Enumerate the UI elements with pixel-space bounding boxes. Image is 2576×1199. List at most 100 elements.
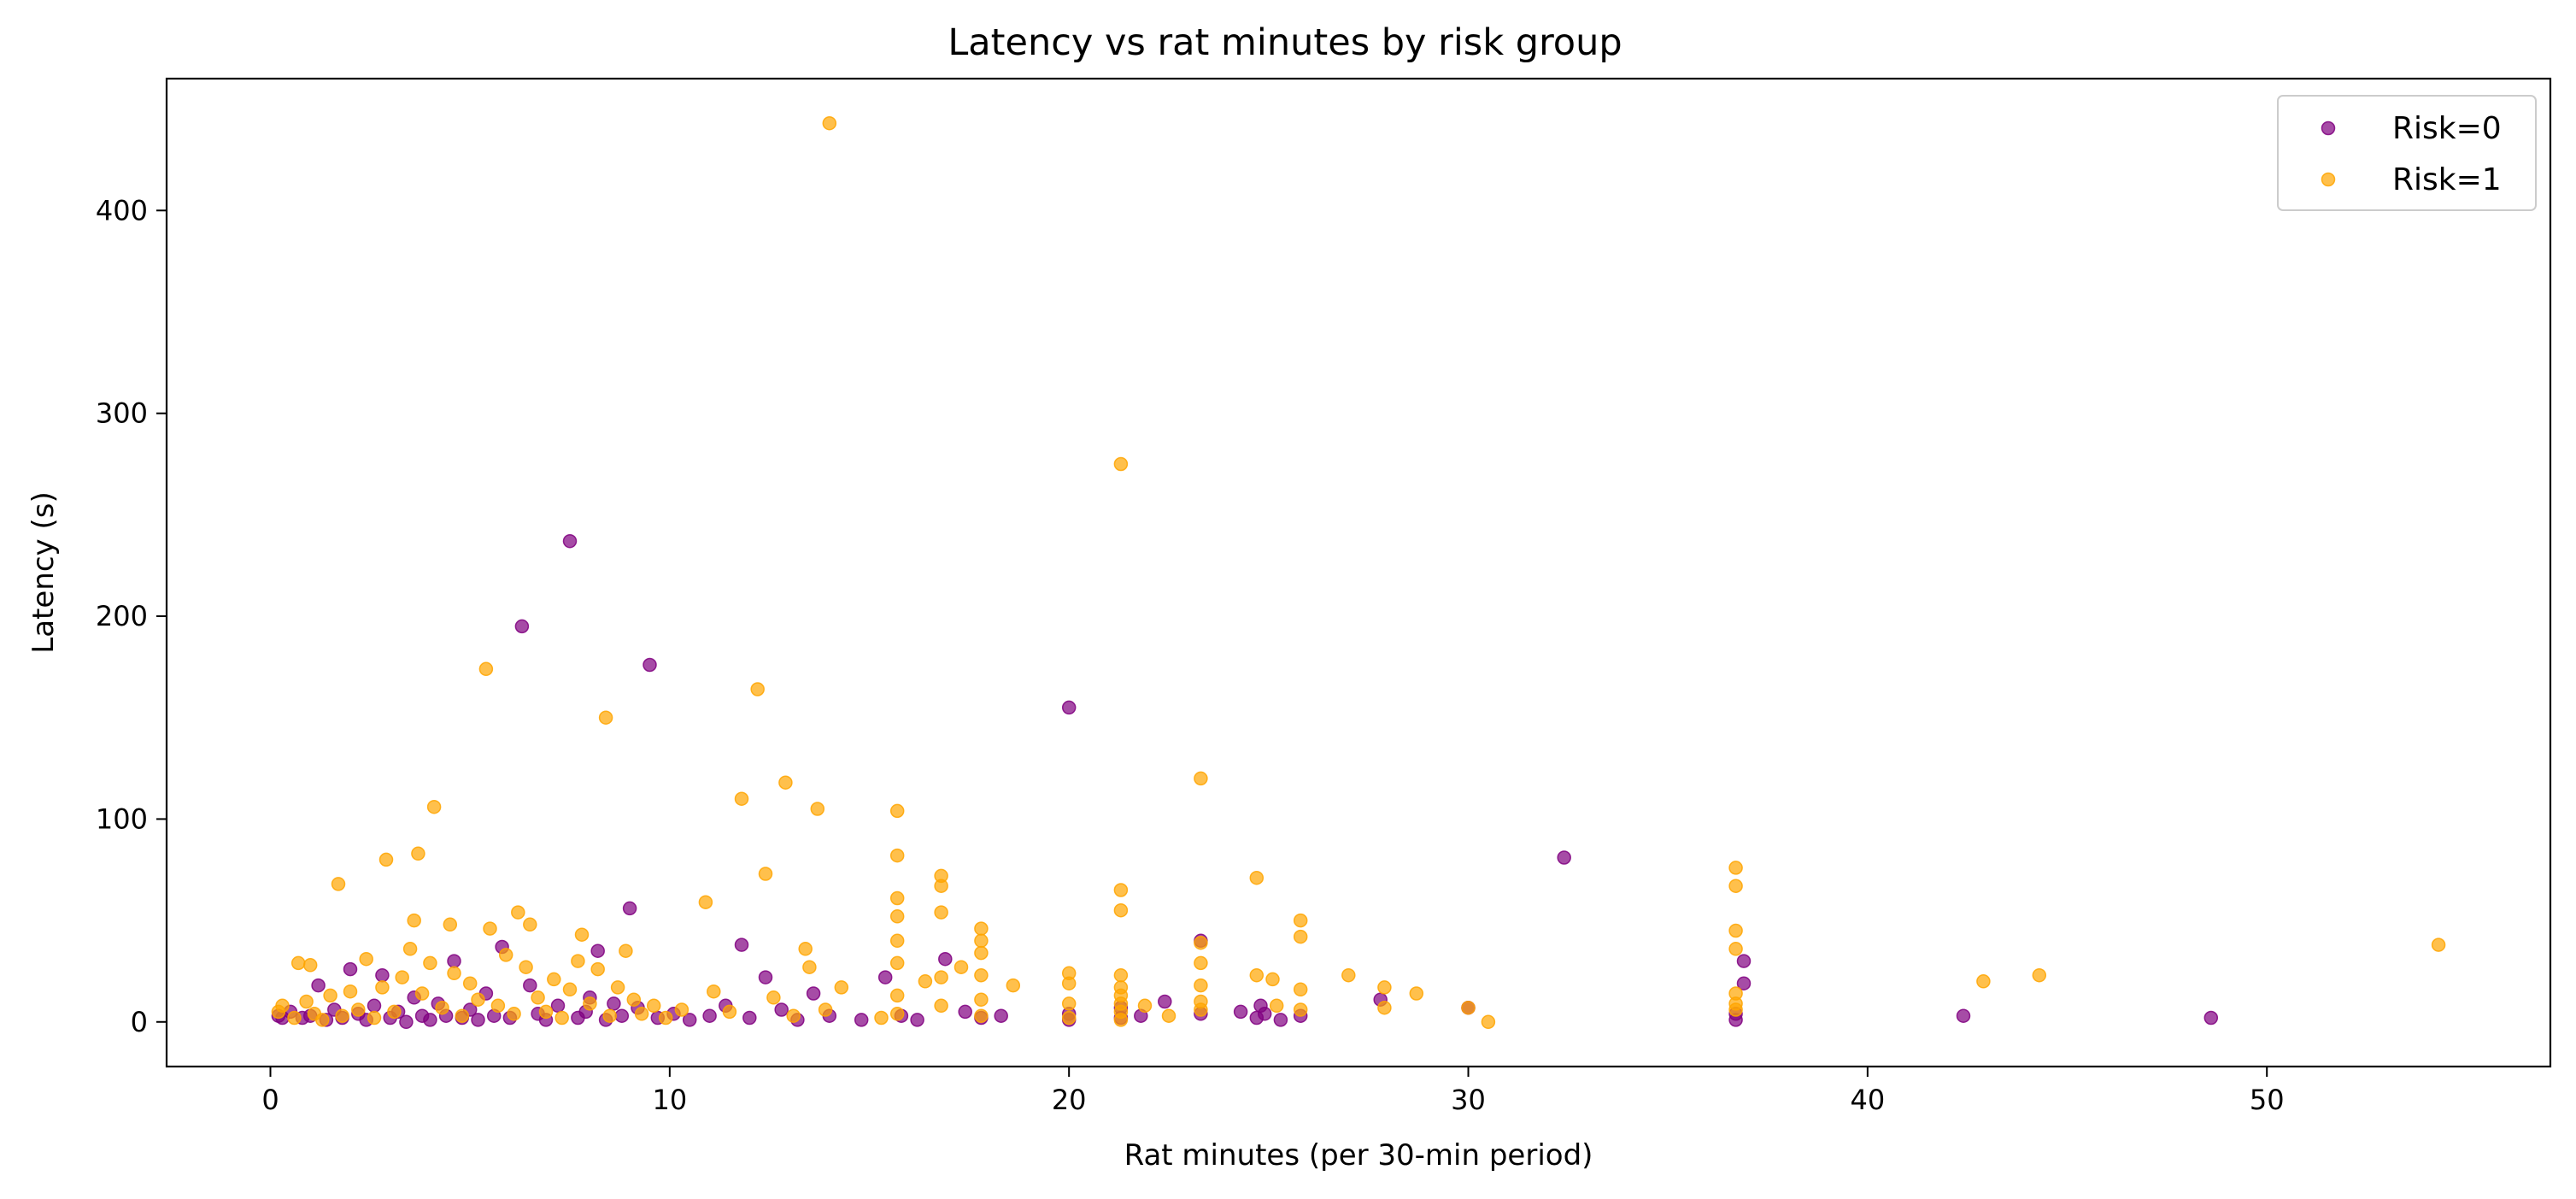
data-point [1956, 1008, 1971, 1023]
data-point [1736, 954, 1752, 968]
data-point [889, 933, 905, 949]
data-point [1293, 929, 1308, 944]
data-point [646, 998, 661, 1014]
data-point [707, 984, 721, 999]
data-point [455, 1008, 470, 1023]
data-point [758, 970, 773, 984]
data-point [742, 1010, 757, 1026]
data-point [889, 848, 905, 863]
data-point [974, 921, 989, 936]
data-point [974, 945, 989, 961]
data-point [1257, 1007, 1272, 1021]
data-point [934, 970, 948, 984]
data-point [1194, 1002, 1208, 1017]
data-point [2032, 967, 2047, 983]
data-point [1194, 771, 1208, 786]
x-tick-label: 30 [1451, 1084, 1486, 1116]
data-point [275, 998, 290, 1014]
data-point [1293, 1002, 1308, 1017]
data-point [471, 992, 485, 1007]
data-point [562, 982, 578, 997]
data-point [698, 895, 713, 909]
data-point [1976, 974, 1991, 989]
data-point [311, 978, 326, 993]
data-point [778, 775, 793, 790]
data-point [359, 951, 373, 967]
data-point [889, 909, 905, 924]
data-point [614, 1008, 630, 1023]
data-point [934, 905, 948, 920]
data-point [1113, 883, 1129, 897]
x-axis-label: Rat minutes (per 30-min period) [1124, 1138, 1593, 1173]
data-point [531, 990, 545, 1005]
data-point [1293, 913, 1308, 928]
data-point [1233, 1004, 1248, 1020]
data-point [1728, 879, 1743, 893]
data-point [335, 1008, 349, 1023]
data-point [571, 954, 585, 968]
data-point [407, 913, 421, 928]
legend-label-risk-0: Risk=0 [2392, 111, 2502, 146]
series-risk-0 [271, 533, 2219, 1030]
data-point [299, 994, 314, 1009]
data-point [523, 978, 537, 993]
data-point [302, 958, 318, 973]
data-point [387, 1004, 402, 1020]
data-point [1194, 935, 1208, 950]
data-point [619, 943, 633, 958]
data-point [523, 917, 537, 932]
data-point [974, 933, 989, 949]
x-tick-label: 10 [652, 1084, 687, 1116]
data-point [1557, 850, 1571, 865]
data-point [722, 1004, 737, 1020]
data-point [514, 619, 530, 634]
data-point [766, 990, 781, 1005]
data-point [498, 948, 513, 962]
data-point [877, 970, 893, 984]
data-point [750, 682, 765, 696]
plot-frame [165, 77, 2552, 1068]
legend-marker-risk-1 [2321, 172, 2336, 187]
data-point [1273, 1013, 1288, 1027]
data-point [974, 967, 989, 983]
x-tick-label: 20 [1052, 1084, 1087, 1116]
data-point [802, 960, 817, 974]
data-point [702, 1008, 717, 1023]
data-point [287, 1010, 302, 1026]
data-point [315, 1013, 330, 1027]
data-point [1061, 700, 1077, 715]
data-point [367, 1010, 382, 1026]
data-point [323, 988, 337, 1003]
data-point [1113, 967, 1129, 983]
data-point [734, 937, 749, 952]
data-point [490, 998, 506, 1014]
data-point [343, 961, 358, 977]
data-point [938, 951, 953, 967]
data-point [610, 980, 625, 995]
data-point [1249, 967, 1265, 983]
data-point [1061, 1010, 1077, 1026]
data-point [1061, 976, 1077, 990]
data-point [774, 1002, 789, 1017]
data-point [1341, 967, 1356, 983]
data-point [910, 1013, 924, 1027]
legend-box [2277, 95, 2537, 211]
data-point [519, 960, 533, 974]
data-point [1194, 978, 1208, 993]
x-tick-label: 40 [1850, 1084, 1885, 1116]
data-point [889, 890, 905, 906]
data-point [974, 992, 989, 1007]
data-point [1728, 923, 1743, 938]
data-point [1194, 955, 1208, 971]
data-point [834, 980, 849, 995]
y-tick-label: 400 [96, 194, 148, 226]
data-point [435, 1000, 449, 1015]
legend: Risk=0 Risk=1 [2277, 95, 2537, 211]
data-point [889, 955, 905, 971]
data-point [818, 1002, 833, 1017]
data-point [378, 852, 394, 867]
x-axis: 0 10 20 30 40 50 [261, 1067, 2285, 1116]
data-point [290, 955, 306, 971]
data-point [478, 661, 494, 677]
data-point [1293, 982, 1308, 997]
